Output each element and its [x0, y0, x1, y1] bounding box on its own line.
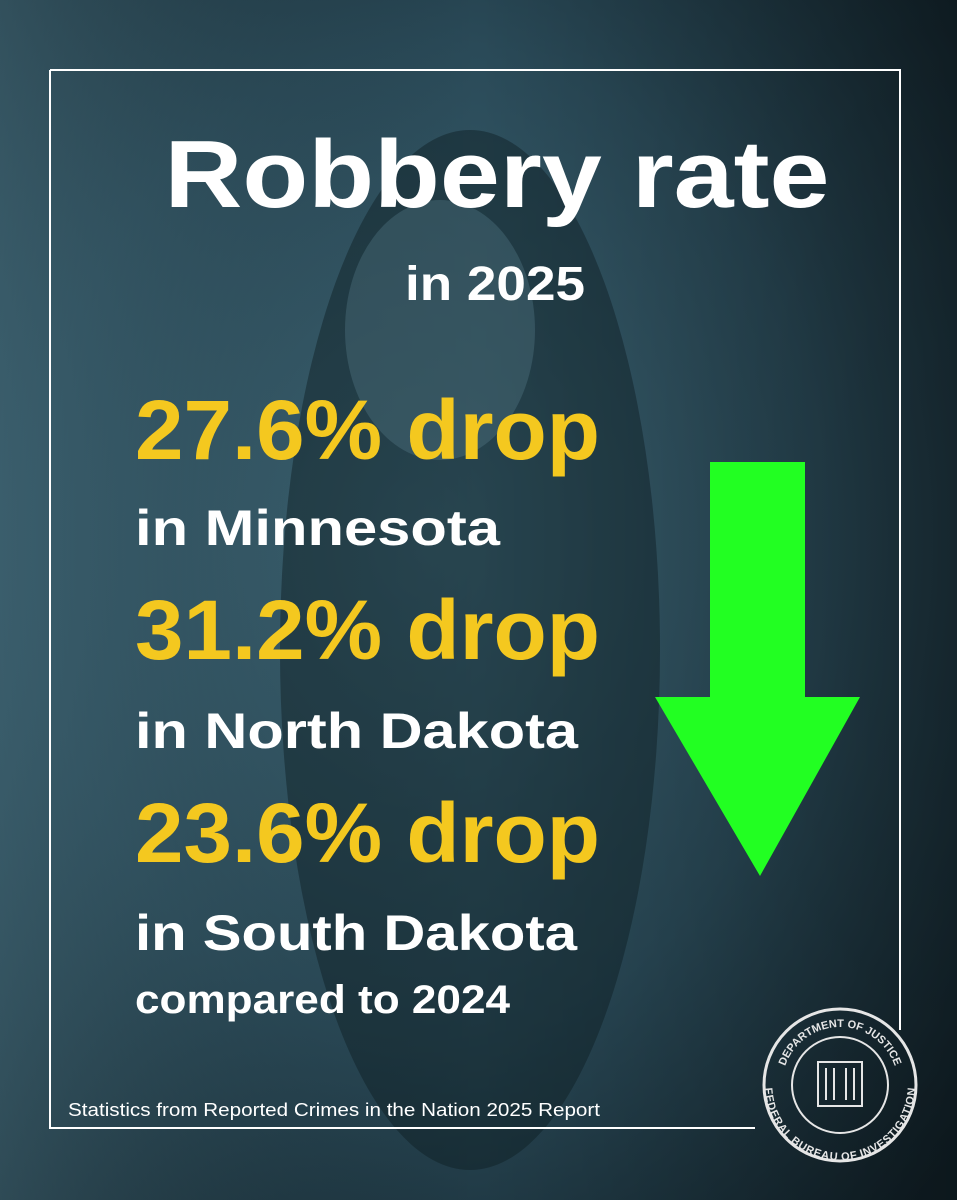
stat-headline: 31.2% drop	[135, 583, 600, 677]
down-arrow	[655, 462, 860, 876]
stat-place: in Minnesota	[135, 500, 501, 556]
figure-head	[345, 200, 535, 460]
subtitle: in 2025	[405, 258, 585, 311]
stat-place: in South Dakota	[135, 905, 578, 961]
seal-ring	[762, 1007, 918, 1163]
seal-inner-ring	[791, 1036, 889, 1134]
seal-columns	[825, 1068, 855, 1100]
source-note: Statistics from Reported Crimes in the N…	[68, 1100, 600, 1120]
comparison: compared to 2024	[135, 978, 511, 1022]
figure-silhouette	[280, 130, 660, 1170]
stat-place: in North Dakota	[135, 703, 579, 759]
title: Robbery rate	[165, 121, 830, 228]
stat-headline: 23.6% drop	[135, 786, 600, 880]
seal-shield	[817, 1061, 863, 1107]
stat-headline: 27.6% drop	[135, 383, 600, 477]
frame	[49, 69, 901, 1129]
